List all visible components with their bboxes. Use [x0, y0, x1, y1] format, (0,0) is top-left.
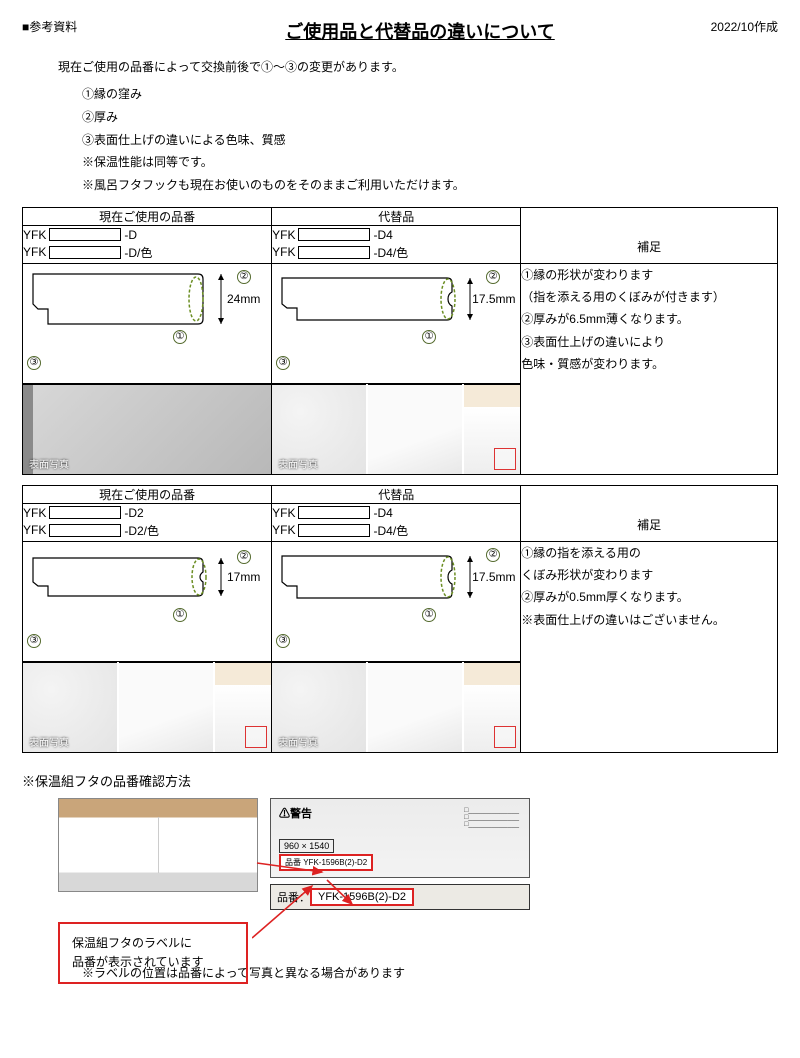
surface-photo: 表面写真 — [23, 384, 271, 474]
intro-item: ①縁の窪み — [82, 83, 778, 106]
current-photos: 表面写真 — [23, 383, 272, 474]
marker-3-icon: ③ — [276, 634, 290, 648]
current-diagram: ① ② 17mm ③ — [23, 541, 272, 661]
intro-item: ※保温性能は同等です。 — [82, 151, 778, 174]
surface-photo — [464, 384, 520, 474]
note-line: ②厚みが6.5mm薄くなります。 — [521, 308, 777, 330]
alt-diagram: ① ② 17.5mm ③ — [272, 541, 521, 661]
note-line: （指を添える用のくぼみが付きます） — [521, 286, 777, 308]
surface-photo: 表面写真 — [272, 662, 366, 752]
surface-photo — [464, 662, 520, 752]
bubble-line: 保温組フタのラベルに — [72, 934, 234, 953]
marker-3-icon: ③ — [276, 356, 290, 370]
surface-photo: 表面写真 — [272, 384, 366, 474]
alt-photos: 表面写真 — [272, 383, 521, 474]
note-line: ※表面仕上げの違いはございません。 — [521, 609, 777, 631]
dimension-text: 17.5mm — [472, 570, 515, 584]
marker-3-icon: ③ — [27, 634, 41, 648]
note-line: ①縁の指を添える用の — [521, 542, 777, 564]
part-label-prefix: 品番： — [277, 889, 310, 905]
check-section: ※保温組フタの品番確認方法 保温組フタのラベルに 品番が表示されています ⚠警告… — [22, 771, 778, 981]
intro-item: ②厚み — [82, 106, 778, 129]
current-partcodes: YFK-D2 YFK-D2/色 — [23, 503, 272, 541]
check-title: ※保温組フタの品番確認方法 — [22, 771, 778, 790]
dimension-text: 24mm — [227, 292, 260, 306]
marker-2-icon: ② — [237, 550, 251, 564]
intro-lead: 現在ご使用の品番によって交換前後で①～③の変更があります。 — [58, 58, 778, 75]
marker-2-icon: ② — [237, 270, 251, 284]
marker-1-icon: ① — [173, 330, 187, 344]
notes-cell: ①縁の指を添える用の くぼみ形状が変わります ②厚みが0.5mm厚くなります。 … — [521, 541, 778, 752]
warning-icon: ⚠警告 — [279, 805, 312, 821]
marker-3-icon: ③ — [27, 356, 41, 370]
lid-photo — [58, 798, 258, 892]
warning-label-image: ⚠警告 □_____________□_____________□_______… — [270, 798, 530, 878]
reference-label: ■参考資料 — [22, 18, 172, 35]
surface-photo — [119, 662, 213, 752]
col-header-alt: 代替品 — [272, 207, 521, 225]
label-bubble: 保温組フタのラベルに 品番が表示されています — [58, 922, 248, 984]
size-box: 960 × 1540 — [279, 839, 334, 853]
alt-partcodes: YFK-D4 YFK-D4/色 — [272, 503, 521, 541]
surface-photo — [215, 662, 271, 752]
surface-photo — [368, 662, 462, 752]
part-number: YFK-1596B(2)-D2 — [310, 888, 414, 906]
note-line: ②厚みが0.5mm厚くなります。 — [521, 586, 777, 608]
note-line: ③表面仕上げの違いにより — [521, 331, 777, 353]
marker-1-icon: ① — [173, 608, 187, 622]
part-number-strip: 品番： YFK-1596B(2)-D2 — [270, 884, 530, 910]
comparison-table-1: 現在ご使用の品番 代替品 補足 YFK-D YFK-D/色 YFK-D4 YFK… — [22, 207, 778, 475]
current-partcodes: YFK-D YFK-D/色 — [23, 225, 272, 263]
page-title: ご使用品と代替品の違いについて — [172, 18, 668, 44]
marker-1-icon: ① — [422, 608, 436, 622]
note-line: ①縁の形状が変わります — [521, 264, 777, 286]
dimension-text: 17.5mm — [472, 292, 515, 306]
note-line: 色味・質感が変わります。 — [521, 353, 777, 375]
current-photos: 表面写真 — [23, 661, 272, 752]
part-redbox: 品番 YFK-1596B(2)-D2 — [279, 854, 373, 871]
col-header-current: 現在ご使用の品番 — [23, 207, 272, 225]
note-line: くぼみ形状が変わります — [521, 564, 777, 586]
col-header-notes: 補足 — [521, 485, 778, 541]
notes-cell: ①縁の形状が変わります （指を添える用のくぼみが付きます） ②厚みが6.5mm薄… — [521, 263, 778, 474]
current-diagram: ① ② 24mm ③ — [23, 263, 272, 383]
dimension-text: 17mm — [227, 570, 260, 584]
comparison-table-2: 現在ご使用の品番 代替品 補足 YFK-D2 YFK-D2/色 YFK-D4 Y… — [22, 485, 778, 753]
col-header-current: 現在ご使用の品番 — [23, 485, 272, 503]
surface-photo: 表面写真 — [23, 662, 117, 752]
intro-item: ③表面仕上げの違いによる色味、質感 — [82, 129, 778, 152]
intro-list: ①縁の窪み ②厚み ③表面仕上げの違いによる色味、質感 ※保温性能は同等です。 … — [82, 83, 778, 197]
surface-photo — [368, 384, 462, 474]
alt-diagram: ① ② 17.5mm ③ — [272, 263, 521, 383]
col-header-notes: 補足 — [521, 207, 778, 263]
col-header-alt: 代替品 — [272, 485, 521, 503]
alt-partcodes: YFK-D4 YFK-D4/色 — [272, 225, 521, 263]
alt-photos: 表面写真 — [272, 661, 521, 752]
bubble-line: 品番が表示されています — [72, 953, 234, 972]
marker-1-icon: ① — [422, 330, 436, 344]
created-date: 2022/10作成 — [668, 18, 778, 35]
intro-item: ※風呂フタフックも現在お使いのものをそのままご利用いただけます。 — [82, 174, 778, 197]
